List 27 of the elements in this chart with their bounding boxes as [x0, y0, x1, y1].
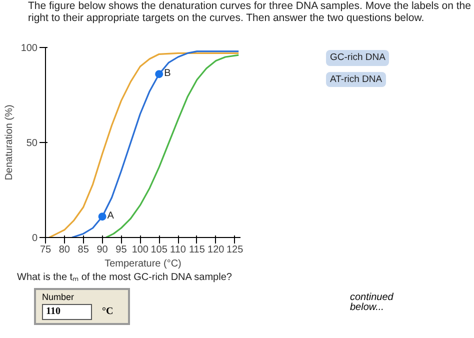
x-axis-title: Temperature (°C) [104, 258, 182, 270]
text: °C [102, 306, 114, 317]
x-tick-label: 75 [40, 244, 52, 256]
chart-title: The figure below shows the denaturation curves for three DNA samples. Move the labels on the right to their appropriate targets on the curves. Then answer the two questions below. [28, 0, 472, 24]
y-tick-label: 0 [32, 233, 38, 244]
text: continued below... [350, 292, 394, 315]
x-tick-label: 100 [132, 244, 149, 256]
x-tick-label: 110 [170, 244, 186, 256]
x-tick-label: 105 [150, 244, 168, 256]
x-tick-label: 80 [58, 244, 70, 256]
text: GC-rich DNA [326, 50, 390, 66]
x-tick-label: 120 [208, 244, 225, 256]
text: What is the tₘ of the most GC-rich DNA sample? [17, 272, 233, 283]
text: AT-rich DNA [326, 72, 386, 88]
x-tick-label: 85 [78, 244, 90, 256]
annotation: A [107, 210, 114, 222]
annotation: B [164, 68, 172, 80]
x-tick-label: 90 [96, 244, 108, 256]
y-tick-label: 50 [26, 138, 38, 149]
y-axis-title: Denaturation (%) [4, 104, 15, 180]
y-tick-label: 100 [20, 43, 38, 54]
x-tick-label: 95 [116, 244, 128, 256]
x-tick-label: 125 [226, 244, 244, 256]
line-series [105, 54, 240, 238]
text: Number [42, 292, 74, 302]
x-tick-label: 115 [188, 244, 206, 256]
text: 110 [42, 304, 92, 320]
